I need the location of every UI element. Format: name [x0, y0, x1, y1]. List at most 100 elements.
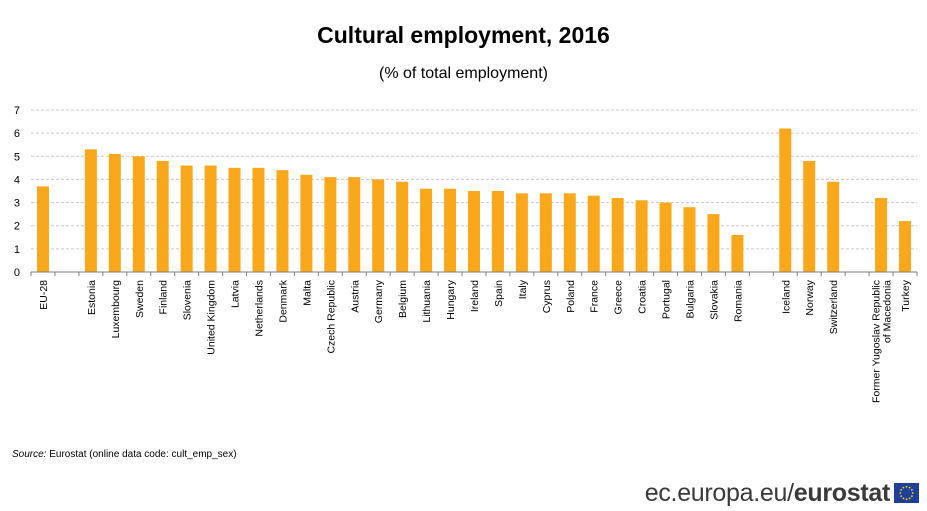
x-tick-label: Hungary	[445, 279, 457, 319]
flag-star	[908, 497, 911, 500]
y-tick-label: 7	[14, 105, 20, 117]
bar	[635, 200, 648, 272]
x-tick-label: Romania	[732, 280, 744, 322]
x-tick-label: Lithuania	[421, 280, 433, 323]
bar	[659, 202, 672, 272]
y-tick-label: 0	[14, 267, 20, 279]
bar	[84, 149, 97, 272]
bar	[899, 221, 912, 272]
chart-title: Cultural employment, 2016	[317, 22, 610, 48]
x-tick-label: Latvia	[230, 280, 242, 308]
bar	[587, 195, 600, 272]
bar	[36, 186, 49, 272]
bar	[132, 156, 145, 272]
x-tick-label: Cyprus	[541, 280, 553, 313]
bar	[875, 197, 888, 272]
x-tick-label: Turkey	[900, 279, 912, 311]
x-tick-label: Greece	[613, 280, 625, 315]
y-tick-label: 3	[14, 198, 20, 210]
x-tick-label: Poland	[565, 280, 577, 313]
y-tick-label: 2	[14, 221, 20, 233]
x-tick-label: Iceland	[780, 280, 792, 314]
bar	[539, 193, 552, 272]
x-tick-label: Spain	[493, 280, 505, 307]
flag-star	[910, 489, 913, 491]
x-tick-label: Italy	[517, 279, 529, 299]
bar	[563, 193, 576, 272]
y-tick-label: 6	[14, 128, 20, 140]
flag-star	[902, 486, 905, 489]
bar-chart: 0 1 2 3 4 5 6 7 EU-28 Estonia Luxembourg Sweden Finl…	[14, 105, 918, 403]
x-tick-label: Luxembourg	[110, 280, 122, 339]
bar	[491, 191, 504, 272]
bar	[779, 128, 792, 272]
x-tick-label: of Macedonia	[882, 280, 894, 343]
flag-star	[911, 492, 914, 494]
bar	[276, 170, 289, 272]
bar	[372, 179, 385, 272]
flag-star	[899, 492, 902, 494]
flag-star	[908, 486, 911, 489]
x-tick-label: EU-28	[38, 280, 50, 310]
x-tick-label: Germany	[373, 279, 385, 323]
x-tick-label: Former Yugoslav Republic	[871, 280, 883, 403]
chart-subtitle: (% of total employment)	[379, 65, 548, 82]
x-tick-label: Bulgaria	[685, 280, 697, 319]
eu-flag-icon	[894, 483, 919, 503]
x-tick-label: Austria	[349, 280, 361, 313]
brand-name: eurostat	[793, 478, 891, 507]
x-tick-label: Denmark	[277, 279, 289, 322]
bar	[444, 188, 457, 272]
flag-star	[902, 497, 905, 500]
bar	[683, 207, 696, 272]
brand-domain: ec.europa.eu	[644, 478, 788, 507]
flag-star	[905, 485, 908, 488]
bar	[252, 167, 265, 272]
y-tick-label: 4	[14, 174, 20, 186]
x-tick-label: United Kingdom	[206, 280, 218, 355]
brand-separator: /	[787, 478, 794, 507]
flag-star	[905, 498, 908, 501]
x-tick-label: Netherlands	[253, 280, 265, 337]
bar	[396, 181, 409, 272]
bar	[611, 197, 624, 272]
bar	[228, 167, 241, 272]
flag-star	[910, 495, 913, 497]
x-tick-label: Switzerland	[828, 280, 840, 334]
bar	[204, 165, 217, 272]
bar	[348, 177, 361, 272]
bar	[731, 234, 744, 272]
x-tick-label: Portugal	[661, 280, 673, 319]
bar	[108, 153, 121, 272]
y-tick-label: 1	[14, 244, 20, 256]
x-tick-label: Slovenia	[182, 280, 194, 320]
source-text: Eurostat (online data code: cult_emp_sex…	[46, 449, 237, 460]
x-tick-label: France	[589, 280, 601, 313]
bar	[156, 160, 169, 272]
flag-star	[900, 489, 903, 491]
brand-text: ec.europa.eu/eurostat	[644, 478, 891, 508]
bar	[707, 214, 720, 272]
bar	[827, 181, 840, 272]
x-tick-label: Malta	[301, 280, 313, 306]
flag-star	[900, 495, 903, 497]
x-tick-label: Estonia	[86, 280, 98, 315]
bar	[300, 174, 313, 272]
x-tick-label: Slovakia	[708, 280, 720, 320]
x-tick-label: Belgium	[397, 280, 409, 318]
eurostat-brand: ec.europa.eu/eurostat	[645, 478, 919, 508]
x-tick-label: Finland	[158, 280, 170, 315]
bar	[180, 165, 193, 272]
x-tick-label: Czech Republic	[325, 280, 337, 354]
x-tick-label: Norway	[804, 279, 816, 315]
x-tick-label: Ireland	[469, 280, 481, 312]
x-tick-label: Croatia	[637, 280, 649, 314]
source-label: Source:	[12, 449, 47, 460]
bar	[803, 160, 816, 272]
y-tick-label: 5	[14, 151, 20, 163]
bar	[420, 188, 433, 272]
source-note: Source: Eurostat (online data code: cult…	[12, 449, 237, 460]
x-tick-label: Sweden	[134, 280, 146, 318]
bar	[468, 191, 480, 272]
bar	[324, 177, 337, 272]
